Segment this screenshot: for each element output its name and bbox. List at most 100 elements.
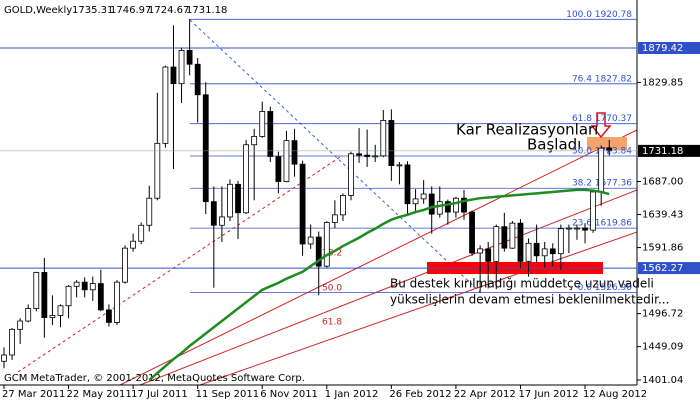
candle-body [315, 236, 322, 267]
dashed-trendline [17, 156, 341, 373]
candle-body [97, 283, 104, 311]
fib-price: 1723.84 [595, 146, 632, 156]
candle-body [453, 197, 459, 213]
x-tick-label: 22 May 2011 [67, 389, 132, 400]
candle-body [598, 147, 605, 193]
x-tick-label: 11 Sep 2011 [196, 389, 259, 400]
annotation: Kar Realizasyonları [456, 121, 598, 139]
y-tick-label: 1591.86 [642, 243, 683, 254]
candle-body [251, 136, 258, 146]
fib-ratio: 50.0 [572, 146, 592, 156]
fib-ratio: 61.8 [572, 114, 592, 124]
candle-body [1, 354, 7, 362]
candle-body [541, 248, 548, 257]
fib-price: 1920.78 [595, 10, 632, 20]
level-label-box [638, 42, 700, 55]
resistance-zone [587, 137, 627, 150]
candle-body [404, 164, 411, 205]
level-label-box [638, 262, 700, 275]
candle-body [436, 201, 443, 215]
candle-body [267, 111, 274, 157]
candle-body [299, 163, 306, 245]
fan-label: 50.0 [322, 284, 342, 294]
candle-body [420, 193, 427, 200]
symbol: GOLD,Weekly [4, 5, 72, 16]
candle-body [81, 281, 88, 291]
fib-price: 1619.86 [595, 219, 632, 229]
candle-body [210, 201, 217, 226]
candle-body [275, 156, 282, 182]
high-value: 1746.97 [110, 5, 151, 16]
level-label: 1879.42 [642, 43, 683, 54]
fan-line [139, 189, 638, 386]
candle-body [323, 222, 330, 267]
candle-body [517, 222, 524, 262]
candle-body [227, 183, 233, 218]
candle-body [331, 214, 338, 223]
current-price: 1731.18 [642, 146, 683, 157]
fib-ratio: 100.0 [566, 10, 592, 20]
candle-body [259, 111, 266, 137]
candle-body [356, 153, 362, 156]
candle-body [41, 272, 48, 318]
candle-body [194, 63, 201, 96]
candle-body [202, 94, 209, 203]
y-tick-label: 1496.72 [642, 309, 683, 320]
candle-body [469, 211, 475, 254]
y-tick-label: 1401.04 [642, 375, 683, 386]
x-tick-label: 27 Mar 2011 [2, 389, 65, 400]
annotation: Başladı [527, 136, 581, 154]
level-label: 1562.27 [642, 263, 683, 274]
annotation: Bu destek kırılmadığı müddetçe uzun vade… [390, 277, 654, 291]
low-value: 1724.67 [148, 5, 189, 16]
fib-ratio: 0.0 [578, 283, 593, 293]
candle-body [57, 305, 64, 316]
candle-body [218, 216, 225, 226]
candle-body [283, 140, 290, 182]
candle-body [235, 183, 241, 214]
candle-body [33, 272, 40, 309]
x-tick-label: 1 Jan 2012 [325, 389, 379, 400]
candle-body [348, 153, 354, 196]
candle-body [557, 228, 564, 255]
candle-body [307, 236, 314, 245]
open-value: 1735.31 [72, 5, 113, 16]
fib-price: 1827.82 [595, 74, 632, 84]
candle-body [566, 227, 572, 230]
fib-price: 1526.90 [595, 283, 632, 293]
fib-ratio: 38.2 [572, 179, 592, 189]
x-tick-label: 17 Jun 2012 [518, 389, 578, 400]
candle-body [428, 193, 435, 215]
fan-line [119, 129, 638, 386]
candle-body [146, 197, 153, 226]
candle-body [477, 248, 484, 254]
candle-body [49, 315, 56, 318]
candle-body [501, 226, 508, 249]
fan-line [199, 231, 638, 386]
candle-body [372, 155, 379, 158]
y-tick-label: 1639.43 [642, 210, 683, 221]
candle-body [590, 191, 597, 231]
fib-ratio: 76.4 [572, 74, 592, 84]
candle-body [89, 283, 96, 291]
candle-body [364, 154, 371, 157]
fib-ratio: 23.6 [572, 219, 592, 229]
candle-body [186, 49, 193, 65]
candle-body [178, 49, 185, 85]
candle-body [9, 328, 15, 356]
candle-body [582, 227, 588, 231]
candle-body [380, 120, 387, 157]
candle-body [525, 242, 532, 262]
candle-body [412, 198, 419, 205]
candle-body [17, 320, 24, 330]
moving-average [148, 188, 610, 381]
candle-body [485, 248, 492, 262]
candle-body [138, 224, 145, 242]
candle-body [493, 226, 500, 262]
candle-body [25, 308, 32, 322]
y-tick-label: 1449.09 [642, 342, 683, 353]
candle-body [106, 309, 112, 323]
